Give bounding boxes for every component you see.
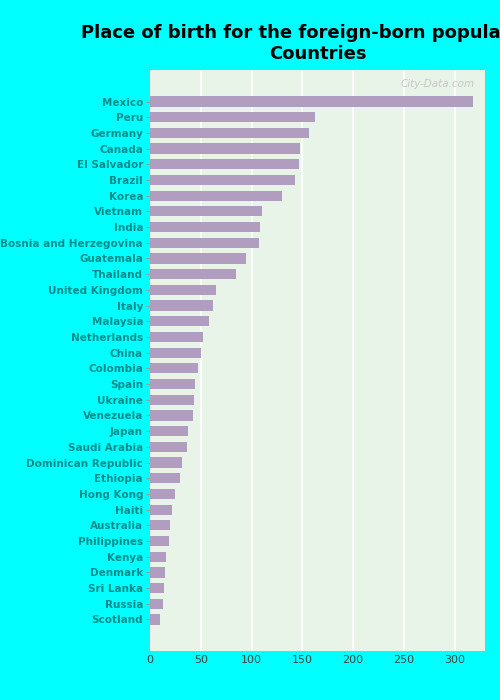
Bar <box>150 426 188 436</box>
Bar <box>150 489 176 499</box>
Bar <box>150 583 164 593</box>
Bar <box>150 395 194 405</box>
Bar <box>150 552 166 562</box>
Bar <box>150 505 172 514</box>
Bar <box>150 97 473 106</box>
Bar <box>150 206 262 216</box>
Bar <box>150 222 260 232</box>
Bar <box>150 615 160 624</box>
Bar <box>150 144 300 154</box>
Bar <box>150 457 182 468</box>
Bar <box>150 190 282 201</box>
Bar <box>150 269 236 279</box>
Bar <box>150 536 170 546</box>
Bar <box>150 253 246 264</box>
Bar <box>150 348 201 358</box>
Bar <box>150 175 295 185</box>
Bar <box>150 363 198 373</box>
Bar <box>150 520 171 531</box>
Bar <box>150 598 163 609</box>
Bar <box>150 332 203 342</box>
Bar <box>150 473 180 483</box>
Title: Place of birth for the foreign-born population -
Countries: Place of birth for the foreign-born popu… <box>81 24 500 63</box>
Bar <box>150 567 165 577</box>
Bar <box>150 159 299 169</box>
Bar <box>150 410 192 421</box>
Bar <box>150 238 258 248</box>
Bar <box>150 285 216 295</box>
Bar <box>150 128 310 138</box>
Bar <box>150 379 194 389</box>
Bar <box>150 300 213 311</box>
Bar <box>150 442 186 452</box>
Bar <box>150 112 316 122</box>
Text: City-Data.com: City-Data.com <box>401 78 475 89</box>
Bar <box>150 316 209 326</box>
